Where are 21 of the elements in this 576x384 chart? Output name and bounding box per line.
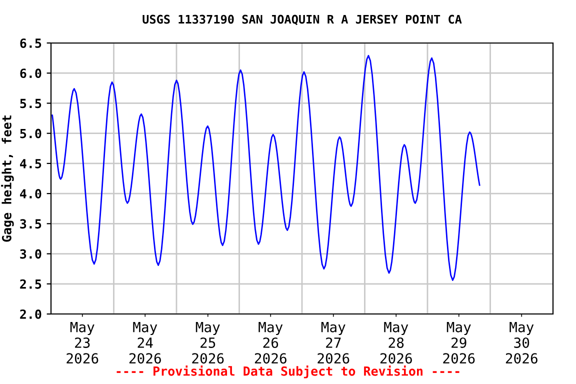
x-tick-label: May 30 2026 (506, 322, 538, 364)
x-tick-label: May 25 2026 (192, 322, 224, 364)
text: ---- Provisional Data Subject to Revision ---- (116, 365, 460, 378)
y-tick-label: 5.5 (20, 98, 42, 108)
y-tick-label: 3.0 (20, 249, 42, 259)
chart-title: USGS 11337190 SAN JOAQUIN R A JERSEY POINT CA (142, 14, 462, 26)
x-tick-label: May 27 2026 (318, 322, 350, 364)
x-tick-label: May 24 2026 (129, 322, 161, 364)
y-tick-label: 2.5 (20, 279, 42, 289)
y-tick-label: 3.5 (20, 219, 42, 229)
y-tick-label: 5.0 (20, 128, 42, 138)
y-axis-title: Gage height, feet (1, 116, 14, 242)
y-tick-label: 4.0 (20, 189, 42, 198)
y-tick-label: 6.5 (20, 38, 42, 48)
x-tick-label: May 29 2026 (443, 322, 475, 364)
x-tick-label: May 26 2026 (254, 322, 286, 364)
y-tick-label: 4.5 (20, 159, 42, 168)
y-tick-label: 2.0 (20, 309, 42, 319)
x-tick-label: May 23 2026 (66, 322, 98, 364)
y-tick-label: 6.0 (20, 68, 42, 78)
x-tick-label: May 28 2026 (380, 322, 412, 364)
